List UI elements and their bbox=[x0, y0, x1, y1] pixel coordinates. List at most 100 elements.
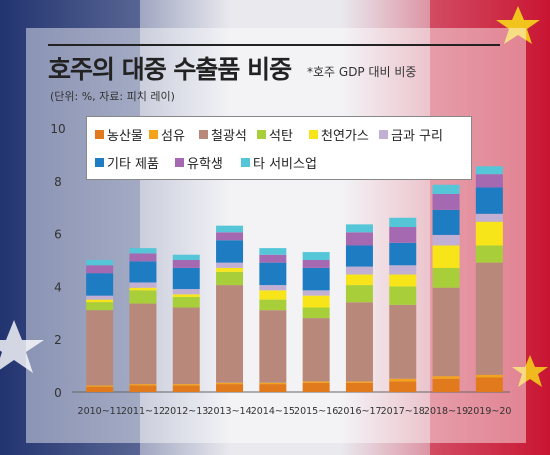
bar-segment bbox=[345, 302, 373, 382]
legend-swatch bbox=[199, 130, 208, 139]
bar-segment bbox=[86, 385, 114, 387]
bar-segment bbox=[129, 261, 157, 283]
unit-note: (단위: %, 자료: 피치 레이) bbox=[50, 90, 175, 103]
y-tick-label: 2 bbox=[54, 333, 62, 347]
bar-segment bbox=[389, 304, 417, 379]
bar-segment bbox=[216, 382, 244, 385]
bar-segment bbox=[302, 260, 330, 268]
legend-label: 유학생 bbox=[187, 157, 223, 172]
legend-swatch bbox=[95, 130, 104, 139]
bar-segment bbox=[345, 245, 373, 267]
bar-segment bbox=[432, 194, 460, 210]
bar-segment bbox=[302, 267, 330, 291]
legend: 농산물 섬유 철광석 석탄 천연가스 금과 구리 기타 제품 유학생 타 서비스업 bbox=[86, 116, 472, 180]
bar-segment bbox=[86, 302, 114, 311]
legend-item: 타 서비스업 bbox=[241, 153, 317, 172]
bar-segment bbox=[86, 273, 114, 296]
bar-segment bbox=[172, 289, 200, 295]
bar-segment bbox=[129, 248, 157, 254]
legend-item: 금과 구리 bbox=[379, 125, 443, 144]
x-tick-label: 2018~19 bbox=[424, 406, 468, 417]
bar-segment bbox=[389, 265, 417, 275]
legend-swatch bbox=[309, 130, 318, 139]
legend-item: 철광석 bbox=[199, 125, 247, 144]
bar-segment bbox=[475, 374, 503, 378]
bar-segment bbox=[172, 296, 200, 308]
bar-segment bbox=[345, 232, 373, 246]
bar-segment bbox=[172, 385, 200, 392]
y-tick-label: 4 bbox=[54, 280, 62, 294]
legend-item: 석탄 bbox=[257, 125, 293, 144]
bar-segment bbox=[129, 385, 157, 392]
legend-item: 천연가스 bbox=[309, 125, 369, 144]
bar-segment bbox=[432, 209, 460, 235]
bar-segment bbox=[129, 290, 157, 304]
bar-segment bbox=[432, 234, 460, 246]
bar-segment bbox=[172, 307, 200, 385]
bar-segment bbox=[389, 217, 417, 227]
x-tick-label: 2015~16 bbox=[294, 406, 338, 417]
star-right-icon bbox=[496, 6, 540, 44]
bar-segment bbox=[432, 267, 460, 288]
bar-segment bbox=[216, 262, 244, 268]
bar-segment bbox=[172, 267, 200, 290]
legend-label: 천연가스 bbox=[321, 129, 369, 144]
bar-segment bbox=[389, 378, 417, 382]
chart-title: 호주의 대중 수출품 비중 bbox=[48, 55, 292, 84]
bar-segment bbox=[389, 286, 417, 305]
legend-label: 철광석 bbox=[211, 129, 247, 144]
bar-segment bbox=[129, 303, 157, 385]
bar-segment bbox=[172, 254, 200, 260]
legend-swatch bbox=[95, 158, 104, 167]
bar-segment bbox=[345, 266, 373, 275]
bar-segment bbox=[129, 384, 157, 386]
bar-segment bbox=[302, 295, 330, 308]
x-tick-label: 2019~20 bbox=[467, 406, 511, 417]
bar-segment bbox=[259, 248, 287, 255]
bar-segment bbox=[389, 274, 417, 287]
bar-segment bbox=[216, 225, 244, 233]
bar-segment bbox=[345, 274, 373, 286]
bar-segment bbox=[475, 187, 503, 214]
bar-segment bbox=[86, 299, 114, 303]
bar-segment bbox=[129, 282, 157, 288]
bar-segment bbox=[302, 252, 330, 260]
bar-segment bbox=[475, 213, 503, 222]
bar-segment bbox=[345, 382, 373, 392]
legend-swatch bbox=[379, 130, 388, 139]
x-tick-label: 2010~11 bbox=[78, 406, 122, 417]
bar-segment bbox=[216, 232, 244, 241]
bar-segment bbox=[86, 310, 114, 386]
chart-subtitle: *호주 GDP 대비 비중 bbox=[307, 65, 417, 79]
x-tick-label: 2013~14 bbox=[207, 406, 251, 417]
bar-segment bbox=[345, 285, 373, 303]
legend-label: 타 서비스업 bbox=[253, 157, 317, 172]
bar-segment bbox=[432, 287, 460, 377]
bar-segment bbox=[432, 245, 460, 268]
bar-segment bbox=[216, 271, 244, 286]
legend-label: 섬유 bbox=[161, 129, 185, 144]
legend-label: 금과 구리 bbox=[391, 129, 443, 144]
x-tick-label: 2012~13 bbox=[164, 406, 208, 417]
y-tick-label: 8 bbox=[54, 175, 62, 189]
x-tick-label: 2016~17 bbox=[337, 406, 381, 417]
title-rule bbox=[48, 44, 500, 46]
legend-label: 기타 제품 bbox=[107, 157, 159, 172]
bar-segment bbox=[216, 384, 244, 392]
bar-segment bbox=[216, 267, 244, 272]
bar-segment bbox=[432, 376, 460, 379]
bar-segment bbox=[475, 377, 503, 392]
bar-segment bbox=[475, 221, 503, 246]
bar-segment bbox=[259, 299, 287, 311]
bar-segment bbox=[259, 262, 287, 286]
legend-swatch bbox=[149, 130, 158, 139]
bar-segment bbox=[216, 285, 244, 383]
y-tick-label: 10 bbox=[50, 122, 65, 136]
legend-swatch bbox=[175, 158, 184, 167]
bar-segment bbox=[302, 382, 330, 392]
y-tick-label: 0 bbox=[54, 386, 62, 400]
bar-segment bbox=[172, 384, 200, 386]
bar-segment bbox=[475, 245, 503, 263]
bar-segment bbox=[475, 174, 503, 188]
